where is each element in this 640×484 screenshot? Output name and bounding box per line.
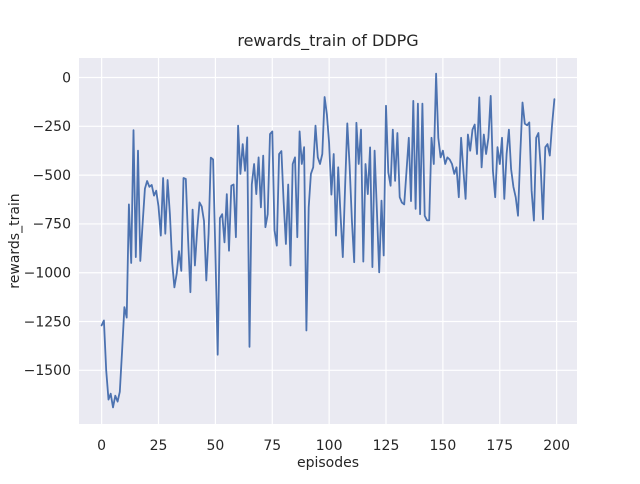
data-series	[100, 72, 556, 409]
y-tick-label: −1250	[24, 314, 71, 330]
x-tick-label: 200	[543, 438, 570, 454]
x-tick-labels: 0 25 50 75 100 125 150 175 200	[97, 438, 570, 454]
x-tick-label: 150	[430, 438, 457, 454]
y-tick-label: 0	[62, 70, 71, 86]
y-tick-label: −250	[33, 119, 71, 135]
y-tick-label: −750	[33, 217, 71, 233]
plot-area	[79, 58, 577, 424]
y-tick-label: −500	[33, 168, 71, 184]
chart-title: rewards_train of DDPG	[237, 31, 418, 51]
x-tick-label: 125	[373, 438, 400, 454]
y-tick-label: −1500	[24, 363, 71, 379]
x-tick-label: 100	[316, 438, 343, 454]
x-tick-label: 75	[263, 438, 281, 454]
x-tick-label: 175	[486, 438, 513, 454]
x-tick-label: 50	[206, 438, 224, 454]
x-axis-label: episodes	[297, 455, 359, 471]
series-line-rewards_train	[100, 72, 556, 409]
axes-background	[79, 58, 577, 424]
y-axis-label: rewards_train	[7, 193, 23, 288]
x-tick-label: 25	[150, 438, 168, 454]
y-tick-labels: 0 −250 −500 −750 −1000 −1250 −1500	[24, 70, 71, 379]
x-tick-label: 0	[97, 438, 106, 454]
y-tick-label: −1000	[24, 265, 71, 281]
